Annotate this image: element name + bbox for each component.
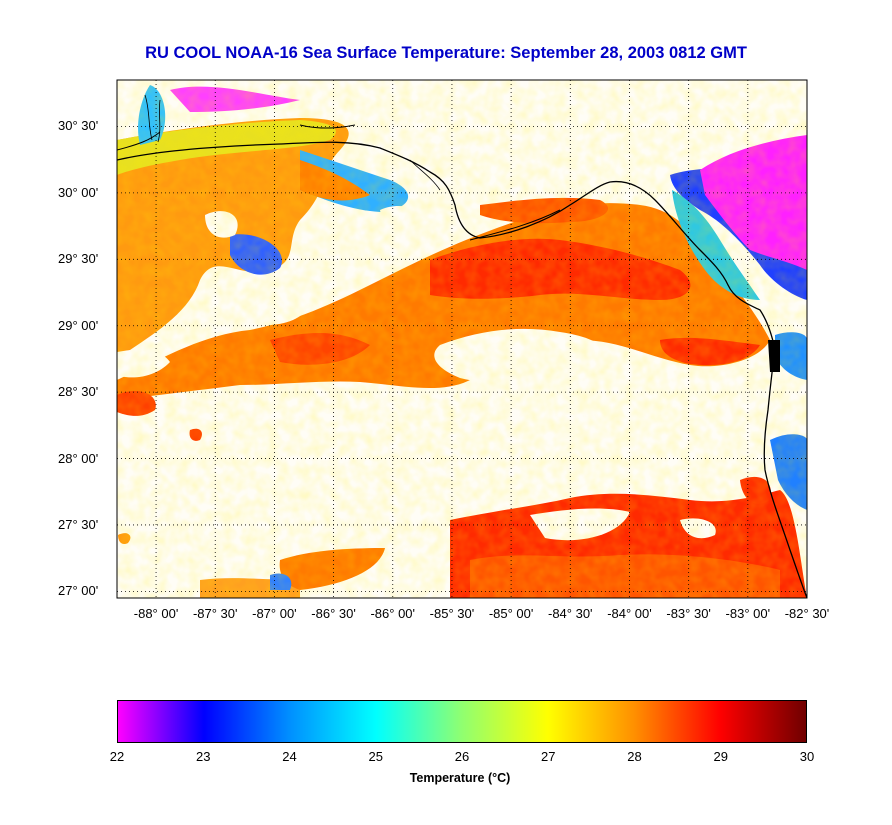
coastline	[117, 141, 807, 598]
lat-tick-label: 29° 00'	[58, 317, 99, 333]
map-grid	[117, 80, 808, 598]
coastline-barrier	[469, 209, 561, 241]
coastline-bay	[117, 124, 356, 151]
colorbar-tick-label: 25	[368, 749, 383, 764]
map-frame	[116, 79, 808, 599]
colorbar-tick-label: 28	[627, 749, 642, 764]
lat-tick-label: 27° 00'	[58, 583, 99, 599]
colorbar-title: Temperature (°C)	[409, 771, 511, 785]
lon-tick-label: -86° 00'	[370, 606, 416, 621]
lat-tick-label: 30° 30'	[58, 118, 99, 134]
land-mark	[768, 340, 780, 372]
colorbar-tick-label: 24	[282, 749, 297, 764]
sst-field	[117, 80, 807, 598]
colorbar-tick-label: 27	[541, 749, 556, 764]
lat-tick-label: 30° 00'	[58, 184, 99, 200]
lon-tick-label: -88° 00'	[133, 606, 179, 621]
river	[144, 94, 161, 143]
lat-tick-label: 27° 30'	[58, 516, 99, 532]
lon-tick-label: -87° 00'	[252, 606, 297, 621]
lon-tick-label: -83° 00'	[725, 606, 771, 621]
colorbar-tick-label: 23	[196, 749, 211, 764]
lon-tick-label: -85° 00'	[488, 606, 534, 621]
lon-tick-label: -82° 30'	[784, 606, 830, 621]
lat-tick-label: 28° 30'	[58, 384, 99, 400]
lon-tick-label: -84° 30'	[548, 606, 593, 621]
sst-map	[116, 79, 808, 599]
river	[409, 159, 441, 191]
colorbar-tick-label: 30	[799, 749, 815, 764]
colorbar-tick-label: 26	[454, 749, 470, 764]
colorbar	[117, 700, 807, 743]
lon-tick-label: -85° 30'	[429, 606, 475, 621]
lat-tick-label: 29° 30'	[58, 251, 99, 267]
lon-tick-label: -86° 30'	[311, 606, 356, 621]
colorbar-tick-label: 22	[109, 749, 125, 764]
colorbar-tick-label: 29	[713, 749, 728, 764]
lon-tick-label: -83° 30'	[666, 606, 711, 621]
lat-tick-label: 28° 00'	[58, 450, 99, 466]
map-title: RU COOL NOAA-16 Sea Surface Temperature:…	[145, 44, 747, 62]
sst-speckle	[117, 80, 807, 598]
lon-tick-label: -87° 30'	[192, 606, 238, 621]
lon-tick-label: -84° 00'	[607, 606, 652, 621]
